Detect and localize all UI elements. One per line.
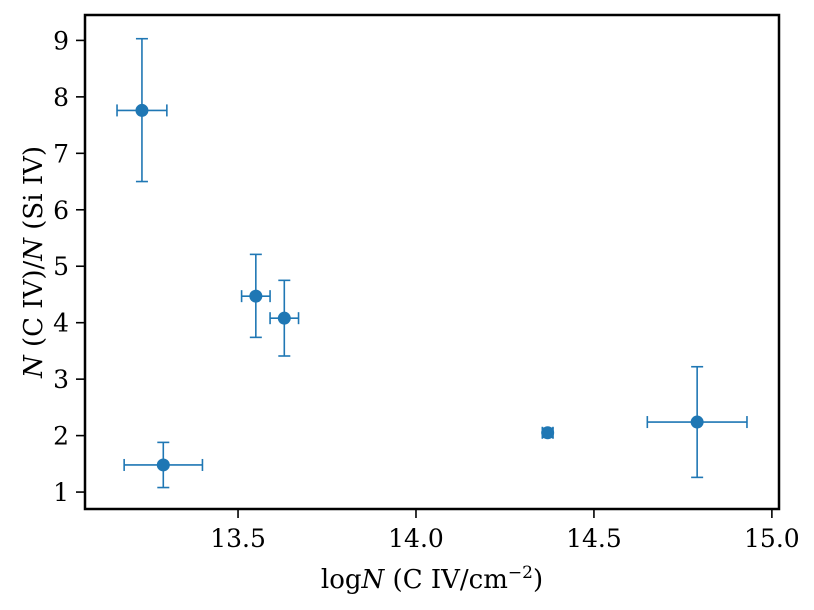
y-tick-label: 6 [53, 196, 69, 225]
marker [135, 103, 149, 117]
marker [541, 426, 555, 440]
y-tick-label: 4 [53, 309, 69, 338]
data-points [116, 37, 748, 489]
data-point [123, 441, 204, 489]
x-axis-label: logN (C IV/cm−2) [321, 563, 543, 595]
y-tick-label: 3 [53, 365, 69, 394]
x-tick-label: 15.0 [744, 524, 800, 553]
data-point [269, 279, 300, 357]
data-point [541, 426, 555, 440]
y-tick-label: 5 [53, 252, 69, 281]
marker [277, 311, 291, 325]
y-tick-label: 7 [53, 139, 69, 168]
marker [156, 458, 170, 472]
y-axis-label: N (C IV)/N (Si IV) [19, 146, 49, 379]
marker [249, 289, 263, 303]
marker [690, 415, 704, 429]
y-tick-label: 2 [53, 422, 69, 451]
y-tick-label: 8 [53, 83, 69, 112]
y-axis-ticks: 1 2 3 4 5 6 7 8 9 [53, 26, 85, 507]
plot-area-frame [83, 13, 781, 511]
x-tick-label: 14.5 [566, 524, 622, 553]
data-point [646, 365, 748, 479]
x-tick-label: 13.5 [210, 524, 266, 553]
x-tick-label: 14.0 [388, 524, 444, 553]
y-tick-label: 9 [53, 26, 69, 55]
data-point [240, 253, 271, 339]
x-axis-ticks: 13.5 14.0 14.5 15.0 [210, 509, 800, 553]
y-tick-label: 1 [53, 478, 69, 507]
data-point [116, 37, 168, 183]
